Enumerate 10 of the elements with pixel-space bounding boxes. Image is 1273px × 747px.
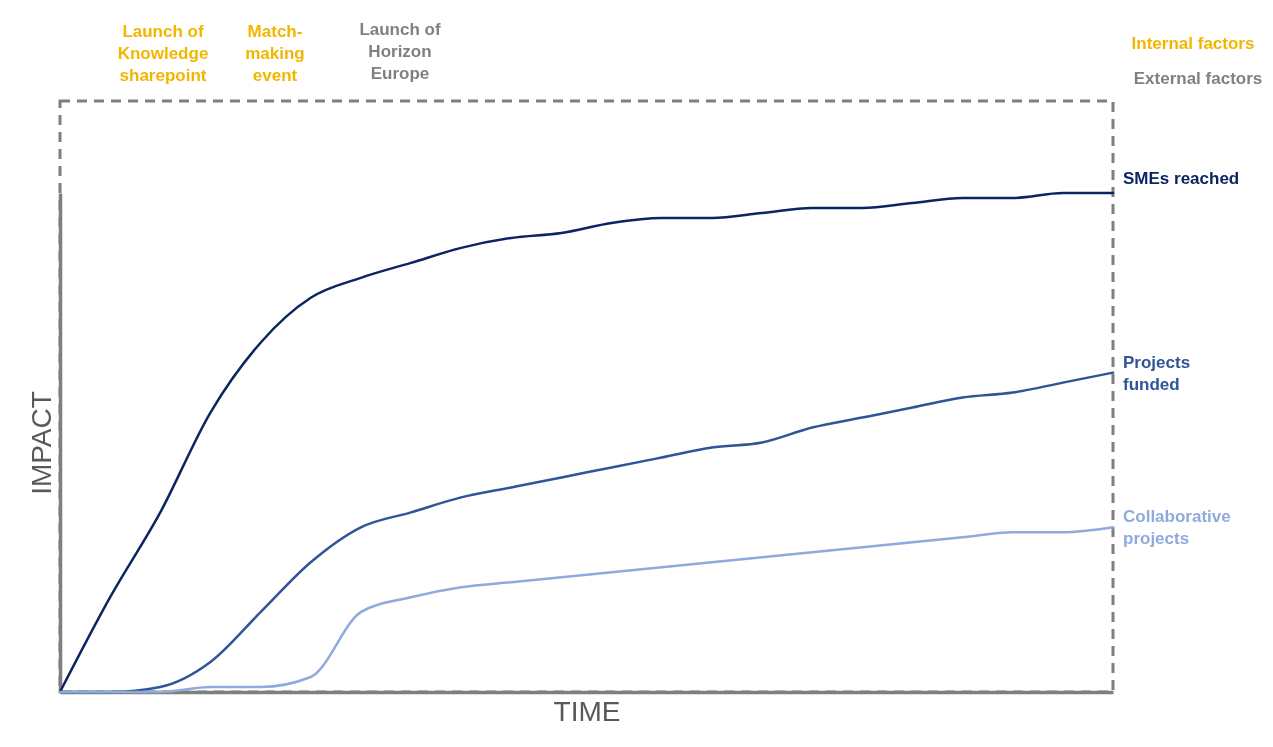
text: Launch of Horizon Europe bbox=[359, 20, 441, 83]
series-label: Collaborative projects bbox=[1123, 507, 1231, 549]
text: Match-making event bbox=[245, 22, 305, 85]
x-axis-title: TIME bbox=[553, 695, 621, 727]
series-label: SMEs reached bbox=[1123, 169, 1240, 188]
series-label: Projects funded bbox=[1123, 352, 1191, 394]
text: Internal factors bbox=[1131, 34, 1255, 53]
text: External factors bbox=[1133, 69, 1263, 88]
text: Launch of Knowledge sharepoint bbox=[117, 22, 209, 85]
y-axis-title: IMPACT bbox=[25, 391, 57, 495]
